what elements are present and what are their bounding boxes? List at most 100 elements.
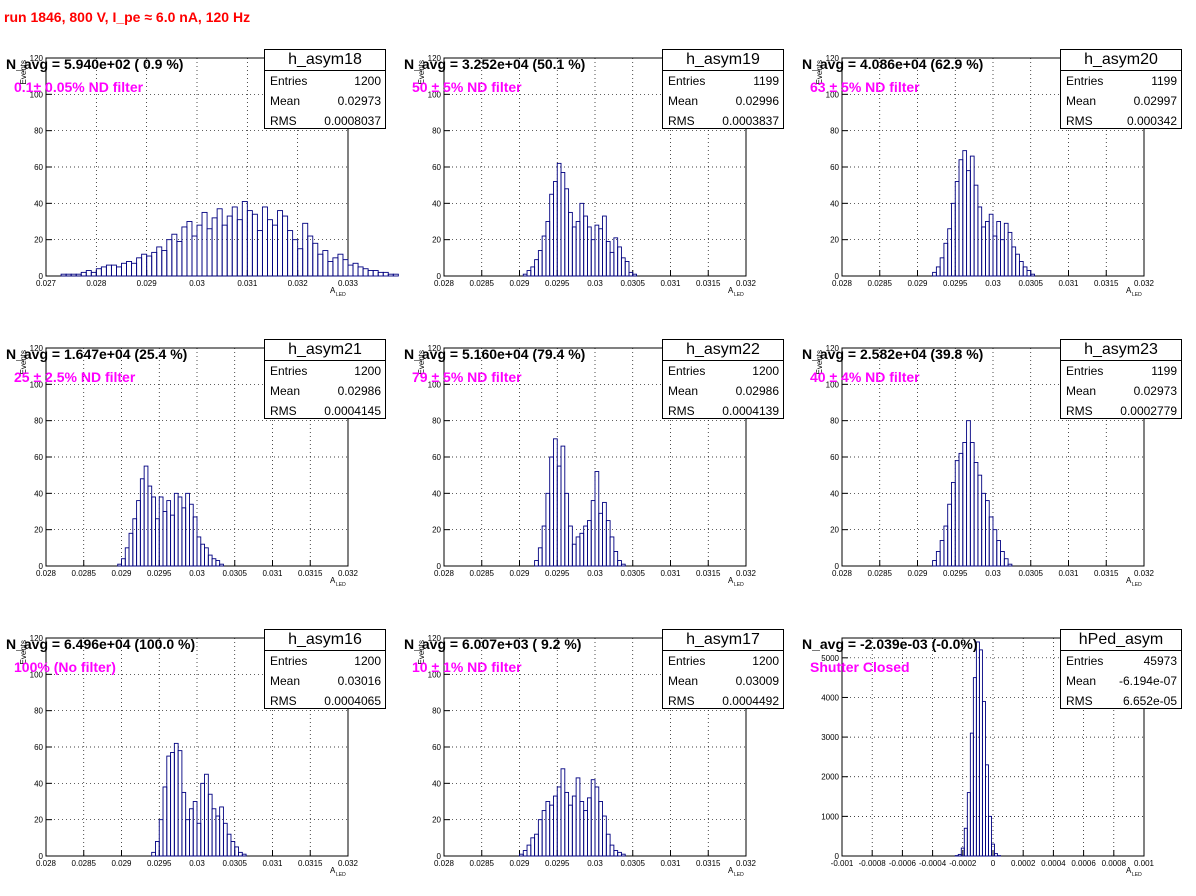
- x-tick-label: 0.0295: [545, 279, 570, 288]
- histogram-bin: [531, 838, 535, 856]
- histogram-bin: [591, 240, 595, 276]
- histogram-bin: [148, 486, 152, 566]
- histogram-bin: [595, 225, 599, 276]
- histogram-bin: [595, 787, 599, 856]
- histogram-bin: [610, 252, 614, 276]
- histogram-bin: [216, 816, 220, 856]
- histogram-bin: [232, 207, 237, 276]
- stats-key: RMS: [270, 111, 297, 131]
- histogram-bin: [985, 501, 989, 566]
- histogram-bin: [242, 202, 247, 276]
- y-tick-label: 80: [34, 707, 43, 716]
- histogram-bin: [252, 214, 257, 276]
- x-axis-label-sub: LED: [734, 292, 744, 298]
- x-tick-label: 0.03: [985, 569, 1001, 578]
- histogram-bin: [223, 823, 227, 856]
- y-tick-label: 40: [34, 779, 43, 788]
- y-tick-label: 4000: [821, 693, 839, 702]
- histogram-bin: [1023, 267, 1027, 276]
- x-tick-label: 0.03: [189, 569, 205, 578]
- stats-value: 1200: [752, 361, 779, 381]
- histogram-bin: [580, 533, 584, 566]
- histogram-bin: [178, 751, 182, 856]
- histogram-bin: [1012, 247, 1016, 276]
- histogram-bin: [587, 521, 591, 566]
- histogram-bin: [553, 796, 557, 856]
- histogram-bin: [318, 254, 323, 276]
- stats-value: 1200: [354, 71, 381, 91]
- histogram-bin: [951, 482, 955, 566]
- histogram-bin: [383, 272, 388, 276]
- histogram-bin: [963, 151, 967, 276]
- n-avg-label: N_avg = 6.007e+03 ( 9.2 %): [404, 636, 581, 652]
- histogram-bin: [576, 222, 580, 277]
- histogram-bin: [993, 530, 997, 566]
- x-axis-label-sub: LED: [336, 582, 346, 588]
- histogram-bin: [997, 222, 1001, 277]
- histogram-bin: [1004, 559, 1008, 566]
- n-avg-label: N_avg = 4.086e+04 (62.9 %): [802, 56, 983, 72]
- y-tick-label: 0: [835, 562, 840, 571]
- x-tick-label: 0.029: [509, 569, 530, 578]
- histogram-bin: [606, 834, 610, 856]
- histogram-bin: [247, 211, 252, 276]
- histogram-bin: [982, 227, 986, 276]
- histogram-bin: [572, 544, 576, 566]
- histogram-name: h_asym22: [663, 340, 783, 361]
- histogram-bin: [96, 269, 101, 276]
- histogram-bin: [197, 225, 202, 276]
- histogram-bin: [129, 533, 133, 566]
- stats-value: 0.0004492: [722, 691, 779, 711]
- stats-value: 0.0008037: [324, 111, 381, 131]
- histogram-bin: [288, 231, 293, 276]
- histogram-bin: [535, 561, 539, 566]
- histogram-bin: [182, 508, 186, 566]
- x-tick-label: 0.03: [587, 859, 603, 868]
- histogram-bin: [538, 251, 542, 276]
- stats-value: 6.652e-05: [1123, 691, 1177, 711]
- histogram-bin: [553, 439, 557, 566]
- histogram-bin: [535, 260, 539, 276]
- x-tick-label: -0.0008: [859, 859, 887, 868]
- y-tick-label: 40: [830, 199, 839, 208]
- y-tick-label: 60: [830, 453, 839, 462]
- stats-value: 0.02986: [338, 381, 381, 401]
- histogram-bin: [137, 258, 142, 276]
- y-tick-label: 2000: [821, 773, 839, 782]
- x-tick-label: 0.031: [1058, 279, 1079, 288]
- histogram-name: h_asym16: [265, 630, 385, 651]
- histogram-bin: [993, 236, 997, 276]
- histogram-name: h_asym17: [663, 630, 783, 651]
- histogram-bin: [212, 559, 216, 566]
- y-tick-label: 80: [34, 127, 43, 136]
- histogram-bin: [542, 526, 546, 566]
- histogram-bin: [550, 457, 554, 566]
- histogram-bin: [237, 220, 242, 276]
- x-tick-label: 0.0295: [147, 859, 172, 868]
- x-tick-label: 0.0295: [545, 859, 570, 868]
- histogram-bin: [132, 263, 137, 276]
- x-tick-label: 0.0285: [72, 569, 97, 578]
- histogram-bin: [140, 479, 144, 566]
- histogram-bin: [159, 820, 163, 856]
- x-tick-label: 0.032: [1134, 279, 1155, 288]
- histogram-bin: [565, 189, 569, 276]
- histogram-bin: [985, 765, 988, 856]
- histogram-bin: [212, 218, 217, 276]
- histogram-bin: [940, 258, 944, 276]
- x-axis-label-sub: LED: [336, 292, 346, 298]
- y-tick-label: 0: [39, 852, 44, 861]
- histogram-bin: [118, 564, 122, 566]
- histogram-bin: [106, 265, 111, 276]
- histogram-bin: [273, 225, 278, 276]
